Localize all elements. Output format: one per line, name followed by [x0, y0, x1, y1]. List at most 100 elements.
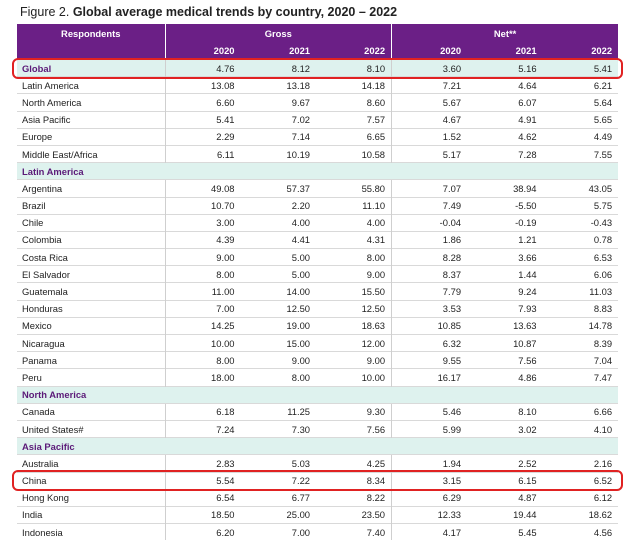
- figure-label: Figure 2.: [20, 5, 69, 19]
- net-value: 9.55: [392, 352, 468, 369]
- gross-value: 7.30: [241, 420, 317, 437]
- gross-value: 7.22: [241, 472, 317, 489]
- gross-value: 14.25: [165, 317, 241, 334]
- net-value: 4.91: [467, 111, 543, 128]
- net-value: 1.86: [392, 231, 468, 248]
- gross-value: 6.77: [241, 489, 317, 506]
- net-value: 6.06: [543, 266, 619, 283]
- gross-value: 3.00: [165, 214, 241, 231]
- net-value: 7.55: [543, 145, 619, 162]
- respondent-name: Latin America: [17, 77, 165, 94]
- net-value: 5.16: [467, 60, 543, 77]
- net-value: 6.07: [467, 94, 543, 111]
- gross-value: 7.02: [241, 111, 317, 128]
- section-row: North America: [17, 386, 618, 403]
- gross-value: 8.22: [316, 489, 392, 506]
- figure-title: Figure 2. Global average medical trends …: [20, 5, 397, 19]
- net-value: -5.50: [467, 197, 543, 214]
- gross-value: 6.18: [165, 403, 241, 420]
- net-value: 4.86: [467, 369, 543, 386]
- gross-value: 55.80: [316, 180, 392, 197]
- gross-value: 8.12: [241, 60, 317, 77]
- net-value: 5.65: [543, 111, 619, 128]
- net-value: 19.44: [467, 506, 543, 523]
- net-value: 3.15: [392, 472, 468, 489]
- gross-value: 12.50: [316, 300, 392, 317]
- header-gross: Gross: [165, 24, 392, 42]
- gross-value: 4.76: [165, 60, 241, 77]
- gross-value: 9.00: [241, 352, 317, 369]
- net-value: 3.02: [467, 420, 543, 437]
- net-value: 5.41: [543, 60, 619, 77]
- respondent-name: Canada: [17, 403, 165, 420]
- net-value: 12.33: [392, 506, 468, 523]
- net-value: 10.87: [467, 335, 543, 352]
- gross-value: 8.10: [316, 60, 392, 77]
- gross-value: 57.37: [241, 180, 317, 197]
- net-value: 8.39: [543, 335, 619, 352]
- net-value: 7.93: [467, 300, 543, 317]
- gross-value: 14.00: [241, 283, 317, 300]
- gross-value: 15.50: [316, 283, 392, 300]
- gross-value: 6.11: [165, 145, 241, 162]
- section-row: Asia Pacific: [17, 438, 618, 455]
- net-value: 7.56: [467, 352, 543, 369]
- net-value: -0.04: [392, 214, 468, 231]
- net-value: 5.67: [392, 94, 468, 111]
- net-value: 6.21: [543, 77, 619, 94]
- gross-value: 8.60: [316, 94, 392, 111]
- gross-value: 8.00: [165, 352, 241, 369]
- gross-value: 12.50: [241, 300, 317, 317]
- gross-value: 4.25: [316, 455, 392, 472]
- net-value: 0.78: [543, 231, 619, 248]
- net-value: 13.63: [467, 317, 543, 334]
- net-value: 7.28: [467, 145, 543, 162]
- net-value: 6.52: [543, 472, 619, 489]
- respondent-name: Middle East/Africa: [17, 145, 165, 162]
- gross-value: 8.34: [316, 472, 392, 489]
- gross-value: 7.56: [316, 420, 392, 437]
- respondent-name: Global: [17, 60, 165, 77]
- net-value: 8.83: [543, 300, 619, 317]
- gross-value: 12.00: [316, 335, 392, 352]
- net-value: 8.10: [467, 403, 543, 420]
- respondent-name: Argentina: [17, 180, 165, 197]
- net-value: 11.03: [543, 283, 619, 300]
- gross-value: 8.00: [165, 266, 241, 283]
- section-label: Latin America: [17, 163, 618, 180]
- net-value: 4.62: [467, 128, 543, 145]
- net-value: 7.04: [543, 352, 619, 369]
- net-value: 6.53: [543, 249, 619, 266]
- gross-value: 19.00: [241, 317, 317, 334]
- respondent-name: Mexico: [17, 317, 165, 334]
- header-blank: [17, 42, 165, 60]
- gross-value: 5.54: [165, 472, 241, 489]
- respondent-name: Colombia: [17, 231, 165, 248]
- net-value: 5.99: [392, 420, 468, 437]
- gross-value: 9.00: [316, 266, 392, 283]
- net-value: 1.44: [467, 266, 543, 283]
- respondent-name: Brazil: [17, 197, 165, 214]
- gross-value: 11.10: [316, 197, 392, 214]
- section-label: North America: [17, 386, 618, 403]
- header-year: 2022: [543, 42, 619, 60]
- respondent-name: Hong Kong: [17, 489, 165, 506]
- gross-value: 4.31: [316, 231, 392, 248]
- header-year: 2021: [467, 42, 543, 60]
- net-value: 18.62: [543, 506, 619, 523]
- gross-value: 18.63: [316, 317, 392, 334]
- gross-value: 18.00: [165, 369, 241, 386]
- gross-value: 10.19: [241, 145, 317, 162]
- figure-title-text: Global average medical trends by country…: [73, 5, 397, 19]
- respondent-name: Costa Rica: [17, 249, 165, 266]
- net-value: 5.17: [392, 145, 468, 162]
- respondent-name: India: [17, 506, 165, 523]
